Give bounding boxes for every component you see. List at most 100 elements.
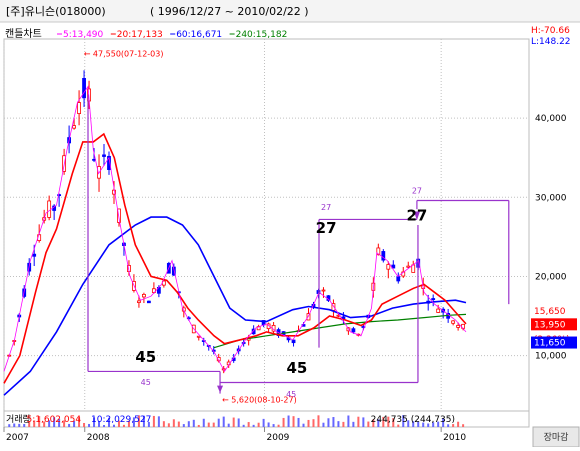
volume-bar — [172, 419, 175, 427]
volume-bar — [362, 417, 365, 427]
volume-bar — [237, 418, 240, 427]
volume-bar — [387, 416, 390, 427]
volume-bar — [342, 421, 345, 427]
price-box-bg — [531, 336, 577, 349]
candle-chart-label: 캔들차트 — [5, 28, 42, 40]
candle-body — [386, 264, 391, 270]
volume-bar — [417, 421, 420, 427]
ma-legend: 5:13,490 20:17,133 60:16,671 240:15,182 — [57, 30, 287, 40]
volume-bar — [317, 415, 320, 427]
volume-bar — [432, 422, 435, 427]
volume-bar — [227, 423, 230, 427]
volume-bar — [132, 417, 135, 427]
footer-label: 장마감 — [544, 431, 569, 443]
volume-bar — [93, 417, 96, 427]
volume-bar — [447, 424, 450, 427]
analysis-boxes — [87, 94, 510, 394]
volume-bar — [457, 421, 460, 427]
candle-body — [361, 326, 366, 328]
y-tick-label: 30,000 — [535, 193, 567, 203]
volume-bar — [442, 418, 445, 427]
candle-body — [431, 298, 436, 301]
volume-bar — [212, 422, 215, 427]
volume-bar — [347, 415, 350, 427]
volume-bar — [302, 423, 305, 427]
volume-bar — [267, 422, 270, 427]
volume-legend-label: 10:2,029,527 — [91, 415, 151, 425]
volume-bar — [108, 417, 110, 427]
price-box-bg — [531, 318, 577, 331]
candle-body — [451, 320, 456, 324]
volume-bar — [78, 417, 81, 427]
volume-bar — [197, 424, 200, 427]
volume-bar — [43, 421, 46, 427]
candle-body — [57, 194, 62, 197]
volume-bar — [292, 416, 295, 427]
ma20-line — [3, 132, 467, 384]
volume-bar — [73, 420, 76, 427]
candle-body — [142, 293, 146, 298]
y-tick-label: 10,000 — [535, 352, 567, 362]
candle-body — [137, 300, 141, 303]
price-annotation: ← 5,620(08-10-27) — [222, 395, 297, 404]
annotation-big: 45 — [287, 359, 308, 377]
volume-bar — [332, 417, 335, 427]
volume-bar — [412, 421, 415, 427]
date-range: ( 1996/12/27 ~ 2010/02/22 ) — [150, 5, 309, 18]
volume-bar — [182, 424, 185, 427]
title-bar — [0, 0, 580, 22]
volume-bar — [217, 418, 220, 427]
volume-bar — [48, 420, 51, 427]
candle-body — [406, 265, 411, 268]
volume-bar — [122, 424, 125, 427]
candle-body — [436, 308, 441, 313]
candle-body — [456, 324, 461, 328]
volume-bar — [257, 422, 260, 427]
volume-bar — [307, 419, 310, 427]
volume-bar — [437, 421, 440, 427]
volume-bar — [13, 423, 16, 427]
candle-body — [411, 264, 416, 273]
volume-bar — [352, 421, 355, 427]
volume-bar — [407, 420, 410, 427]
volume-bar — [157, 416, 160, 427]
candle-body — [196, 335, 201, 338]
annotations: 45 45 45 45 27 27 27 27 — [135, 186, 427, 398]
volume-bar — [117, 420, 120, 427]
volume-bar — [112, 424, 115, 427]
volume-bar — [33, 420, 36, 427]
candle-body — [47, 200, 52, 218]
price-annotations: ← 47,550(07-12-03) ← 5,620(08-10-27) — [84, 49, 297, 404]
volume-pane — [3, 410, 530, 428]
volume-bar — [232, 417, 235, 427]
volume-bar — [23, 423, 26, 427]
volume-bar — [207, 422, 210, 427]
annotation-small: 45 — [141, 378, 151, 387]
annotation-small: 27 — [321, 203, 331, 212]
volume-bar — [337, 421, 340, 427]
volume-bar — [103, 424, 106, 427]
volume-bar — [222, 416, 225, 427]
volume-bar — [63, 420, 66, 427]
x-tick-label: 2008 — [87, 433, 110, 443]
volume-bar — [452, 424, 455, 427]
x-tick-label: 2009 — [267, 433, 290, 443]
ma-legend-label: 60:16,671 — [176, 30, 222, 40]
candle-body — [77, 102, 81, 114]
volume-bar — [422, 422, 425, 427]
volume-bar — [367, 421, 370, 427]
volume-bar — [397, 424, 400, 427]
price-box-label: 15,650 — [534, 307, 566, 317]
volume-bar — [162, 421, 165, 427]
candle-body — [72, 125, 76, 129]
low-label: L:148.22 — [531, 37, 571, 47]
ma60-line — [3, 216, 467, 396]
volume-bar — [282, 417, 285, 427]
volume-bar — [262, 418, 265, 427]
candle-body — [82, 78, 86, 99]
volume-bar — [98, 421, 101, 427]
